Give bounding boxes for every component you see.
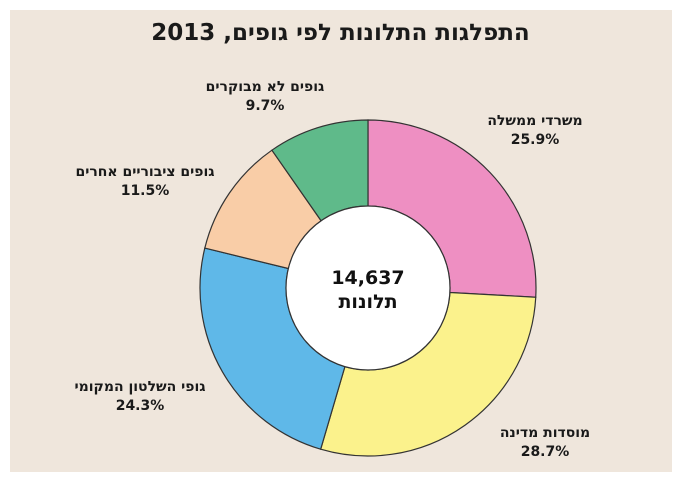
slice-label-1-name: מוסדות מדינה bbox=[499, 425, 591, 441]
slice-label-4: גופים לא מבוקרים 9.7% bbox=[190, 78, 340, 116]
slice-label-3-name: גופים ציבוריים אחרים bbox=[75, 164, 215, 180]
slice-label-1-value: 28.7% bbox=[520, 444, 570, 460]
slice-label-0: משרדי ממשלה 25.9% bbox=[460, 112, 610, 150]
slice-label-2-value: 24.3% bbox=[115, 398, 165, 414]
center-caption: תלונות bbox=[338, 291, 398, 313]
slice-label-3-value: 11.5% bbox=[120, 183, 170, 199]
slice-label-2: גופי השלטון המקומי 24.3% bbox=[55, 378, 225, 416]
slice-label-3: גופים ציבוריים אחרים 11.5% bbox=[60, 163, 230, 201]
center-total: 14,637 bbox=[331, 267, 405, 289]
chart-title: התפלגות התלונות לפי גופים, 2013 bbox=[151, 20, 530, 46]
slice-label-2-name: גופי השלטון המקומי bbox=[74, 379, 206, 395]
slice-label-1: מוסדות מדינה 28.7% bbox=[470, 424, 620, 462]
slice-label-4-value: 9.7% bbox=[245, 98, 285, 114]
slice-label-0-name: משרדי ממשלה bbox=[487, 113, 583, 129]
donut-hole bbox=[285, 205, 451, 371]
donut-center: 14,637 תלונות bbox=[298, 266, 438, 314]
slice-label-0-value: 25.9% bbox=[510, 132, 560, 148]
slice-label-4-name: גופים לא מבוקרים bbox=[205, 79, 325, 95]
